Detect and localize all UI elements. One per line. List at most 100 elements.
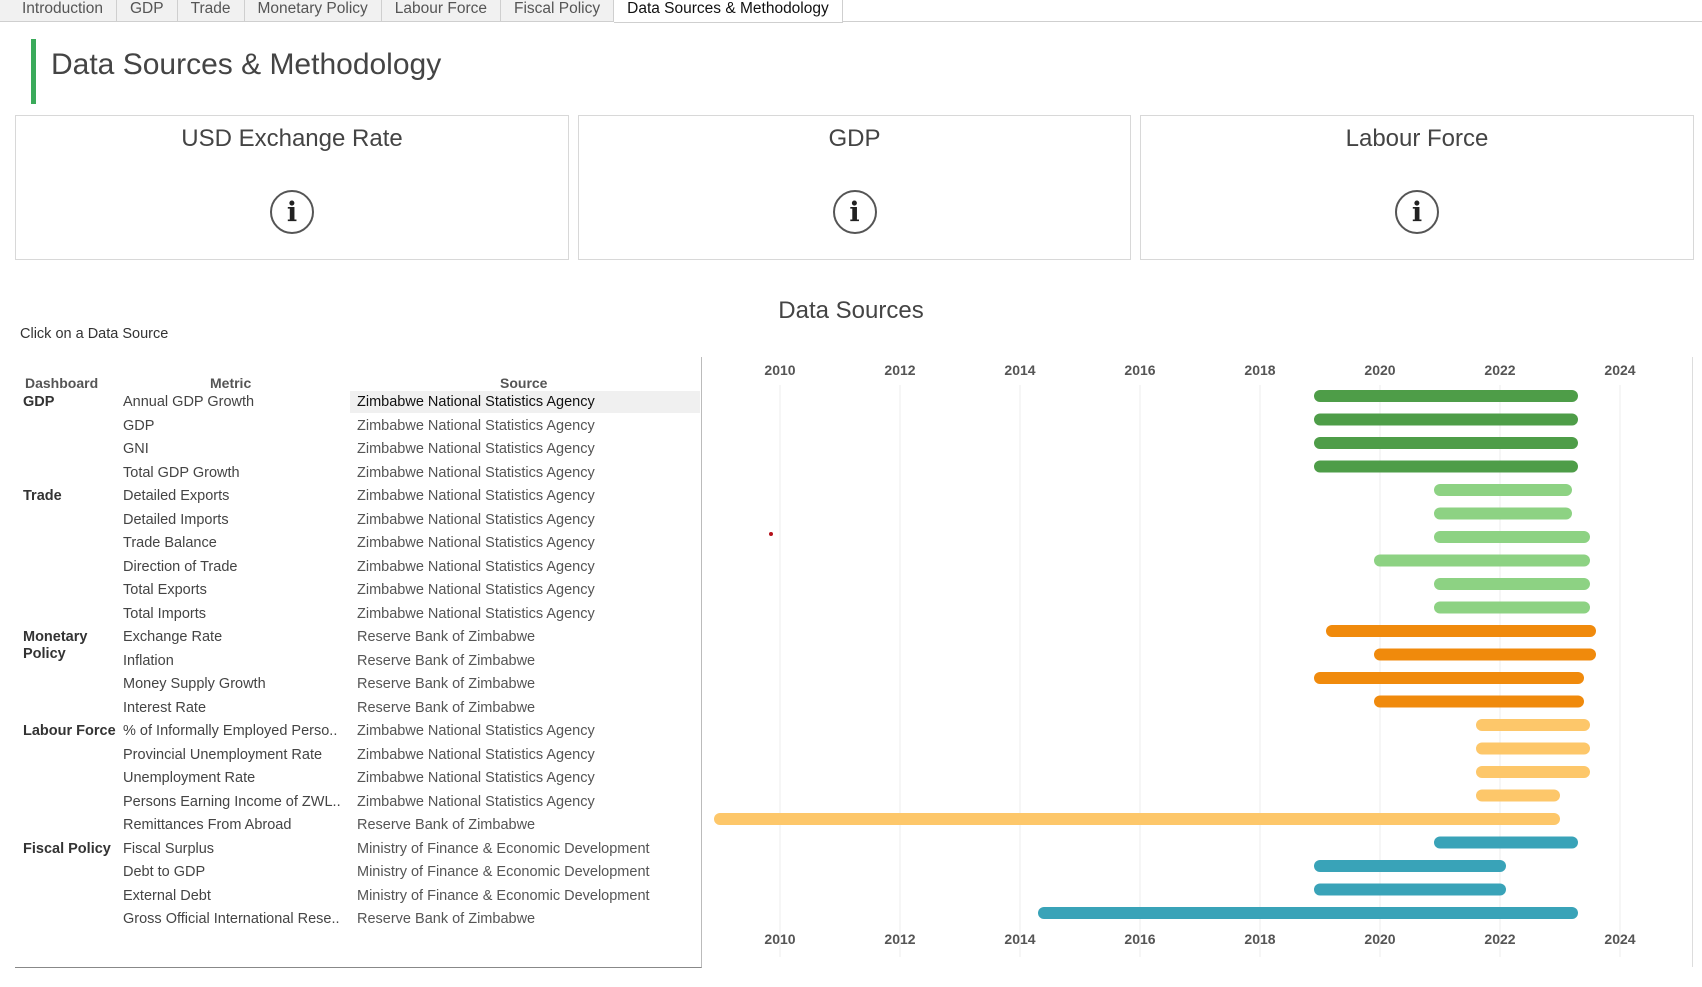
table-row[interactable]: Monetary Policy Exchange Rate Reserve Bank… [15, 629, 701, 662]
chart-svg: 2010 2010 2012 2012 2014 2014 2016 2016 2018 2018… [714, 362, 1636, 957]
table-row[interactable]: Persons Earning Income of ZWL.. Zimbabwe … [15, 794, 701, 823]
source-cell[interactable]: Zimbabwe National Statistics Agency [357, 558, 595, 575]
source-cell[interactable]: Zimbabwe National Statistics Agency [357, 441, 595, 457]
metric-cell[interactable]: % of Informally Employed Perso.. [123, 723, 338, 739]
x-tick-label-bottom: 2014 [1004, 931, 1035, 947]
tab-data-sources-methodology[interactable]: Data Sources & Methodology [614, 0, 843, 23]
source-cell[interactable]: Ministry of Finance & Economic Developme… [357, 840, 650, 857]
card-labour-force: Labour Force i [1140, 115, 1694, 260]
chart-right-border [1692, 357, 1693, 967]
table-row[interactable]: Debt to GDP Ministry of Finance & Economi… [15, 864, 701, 893]
source-cell[interactable]: Reserve Bank of Zimbabwe [357, 676, 536, 692]
tab-labour-force[interactable]: Labour Force [381, 0, 501, 22]
table-row[interactable]: Unemployment Rate Zimbabwe National Stati… [15, 770, 701, 799]
metric-cell[interactable]: Total Imports [123, 605, 206, 622]
info-icon[interactable]: i [1395, 190, 1439, 234]
card-gdp: GDP i [578, 115, 1131, 260]
header-metric: Metric [210, 375, 252, 391]
source-cell[interactable]: Zimbabwe National Statistics Agency [357, 793, 595, 810]
dashboard-cell: Trade [23, 488, 62, 504]
source-cell[interactable]: Zimbabwe National Statistics Agency [357, 746, 595, 763]
table-row[interactable]: Direction of Trade Zimbabwe National Stat… [15, 559, 701, 588]
metric-cell[interactable]: Debt to GDP [123, 864, 206, 880]
table-row[interactable]: External Debt Ministry of Finance & Econo… [15, 888, 701, 917]
source-cell[interactable]: Reserve Bank of Zimbabwe [357, 652, 536, 669]
metric-cell[interactable]: Detailed Exports [123, 488, 230, 504]
x-tick-label-top: 2022 [1484, 362, 1515, 378]
table-row[interactable]: Fiscal Policy Fiscal Surplus Ministry of F… [15, 841, 701, 870]
source-cell[interactable]: Zimbabwe National Statistics Agency [357, 394, 595, 410]
header-dashboard: Dashboard [25, 375, 99, 391]
card-title: Labour Force [1345, 125, 1489, 152]
x-tick-label-top: 2012 [884, 362, 915, 378]
metric-cell[interactable]: Unemployment Rate [123, 770, 256, 786]
metric-cell[interactable]: Provincial Unemployment Rate [123, 746, 323, 763]
table-row[interactable]: Detailed Imports Zimbabwe National Statis… [15, 512, 701, 541]
table-row[interactable]: Trade Detailed Exports Zimbabwe National S… [15, 488, 701, 517]
tab-fiscal-policy[interactable]: Fiscal Policy [500, 0, 615, 22]
source-cell[interactable]: Reserve Bank of Zimbabwe [357, 911, 536, 927]
tab-introduction[interactable]: Introduction [0, 0, 117, 22]
source-cell[interactable]: Ministry of Finance & Economic Developme… [357, 887, 650, 904]
table-row[interactable]: Inflation Reserve Bank of Zimbabwe [15, 653, 701, 682]
metric-cell[interactable]: Trade Balance [123, 535, 217, 551]
source-cell[interactable]: Zimbabwe National Statistics Agency [357, 535, 595, 551]
source-cell[interactable]: Zimbabwe National Statistics Agency [357, 488, 595, 504]
metric-cell[interactable]: Exchange Rate [123, 629, 223, 645]
dashboard-cell: Monetary Policy [23, 629, 88, 662]
table-row[interactable]: GNI Zimbabwe National Statistics Agency [15, 441, 701, 470]
metric-cell[interactable]: Detailed Imports [123, 511, 229, 528]
table-row[interactable]: Labour Force % of Informally Employed Per… [15, 723, 701, 752]
x-tick-label-bottom: 2012 [884, 931, 915, 947]
x-tick-label-bottom: 2022 [1484, 931, 1515, 947]
metric-cell[interactable]: GNI [123, 441, 149, 457]
source-cell[interactable]: Reserve Bank of Zimbabwe [357, 817, 536, 833]
metric-cell[interactable]: Inflation [123, 652, 174, 669]
metric-cell[interactable]: Remittances From Abroad [123, 817, 292, 833]
metric-cell[interactable]: Interest Rate [123, 699, 207, 716]
metric-cell[interactable]: GDP [123, 417, 155, 434]
tab-trade[interactable]: Trade [177, 0, 245, 22]
table-row[interactable]: Trade Balance Zimbabwe National Statistic… [15, 535, 701, 564]
metric-cell[interactable]: Persons Earning Income of ZWL.. [123, 793, 341, 810]
table-row[interactable]: Total Imports Zimbabwe National Statistic… [15, 606, 701, 635]
table-row[interactable]: Gross Official International Rese.. Reser… [15, 911, 701, 940]
selected-row-highlight [350, 391, 700, 413]
info-icon[interactable]: i [832, 190, 877, 234]
source-cell[interactable]: Reserve Bank of Zimbabwe [357, 629, 536, 645]
table-row[interactable]: Money Supply Growth Reserve Bank of Zimba… [15, 676, 701, 705]
metric-cell[interactable]: Total Exports [123, 582, 207, 598]
table-row[interactable]: Interest Rate Reserve Bank of Zimbabwe [15, 700, 701, 729]
metric-cell[interactable]: Gross Official International Rese.. [123, 911, 340, 927]
tab-monetary-policy[interactable]: Monetary Policy [244, 0, 382, 22]
info-icon[interactable]: i [270, 190, 314, 234]
source-cell[interactable]: Zimbabwe National Statistics Agency [357, 464, 595, 481]
source-cell[interactable]: Zimbabwe National Statistics Agency [357, 417, 595, 434]
title-accent-bar [31, 39, 36, 104]
source-cell[interactable]: Zimbabwe National Statistics Agency [357, 723, 595, 739]
table-row[interactable]: GDP Zimbabwe National Statistics Agency [15, 418, 701, 447]
data-sources-chart: 2010 2010 2012 2012 2014 2014 2016 2016 2018 2018… [702, 357, 1702, 967]
source-cell[interactable]: Reserve Bank of Zimbabwe [357, 699, 536, 716]
table-row[interactable]: Total GDP Growth Zimbabwe National Statis… [15, 465, 701, 494]
tab-gdp[interactable]: GDP [117, 0, 178, 22]
tab-bar: Introduction GDP Trade Monetary Policy Labou… [0, 0, 1702, 23]
source-cell[interactable]: Zimbabwe National Statistics Agency [357, 582, 595, 598]
source-cell[interactable]: Ministry of Finance & Economic Developme… [357, 864, 650, 880]
table-row[interactable]: Remittances From Abroad Reserve Bank of Z… [15, 817, 701, 846]
table-row[interactable]: Provincial Unemployment Rate Zimbabwe Nat… [15, 747, 701, 776]
table-row[interactable]: Total Exports Zimbabwe National Statistic… [15, 582, 701, 611]
metric-cell[interactable]: Fiscal Surplus [123, 840, 215, 857]
source-cell[interactable]: Zimbabwe National Statistics Agency [357, 511, 595, 528]
metric-cell[interactable]: Direction of Trade [123, 558, 238, 575]
x-tick-label-top: 2010 [764, 362, 795, 378]
card-usd-exchange-rate: USD Exchange Rate i [15, 115, 569, 260]
table-row[interactable]: GDP Annual GDP Growth Zimbabwe National St… [15, 391, 701, 423]
metric-cell[interactable]: External Debt [123, 887, 211, 904]
metric-cell[interactable]: Annual GDP Growth [123, 394, 255, 410]
metric-cell[interactable]: Money Supply Growth [123, 676, 266, 692]
metric-cell[interactable]: Total GDP Growth [123, 464, 240, 481]
source-cell[interactable]: Zimbabwe National Statistics Agency [357, 605, 595, 622]
header-source: Source [500, 375, 548, 391]
source-cell[interactable]: Zimbabwe National Statistics Agency [357, 770, 595, 786]
